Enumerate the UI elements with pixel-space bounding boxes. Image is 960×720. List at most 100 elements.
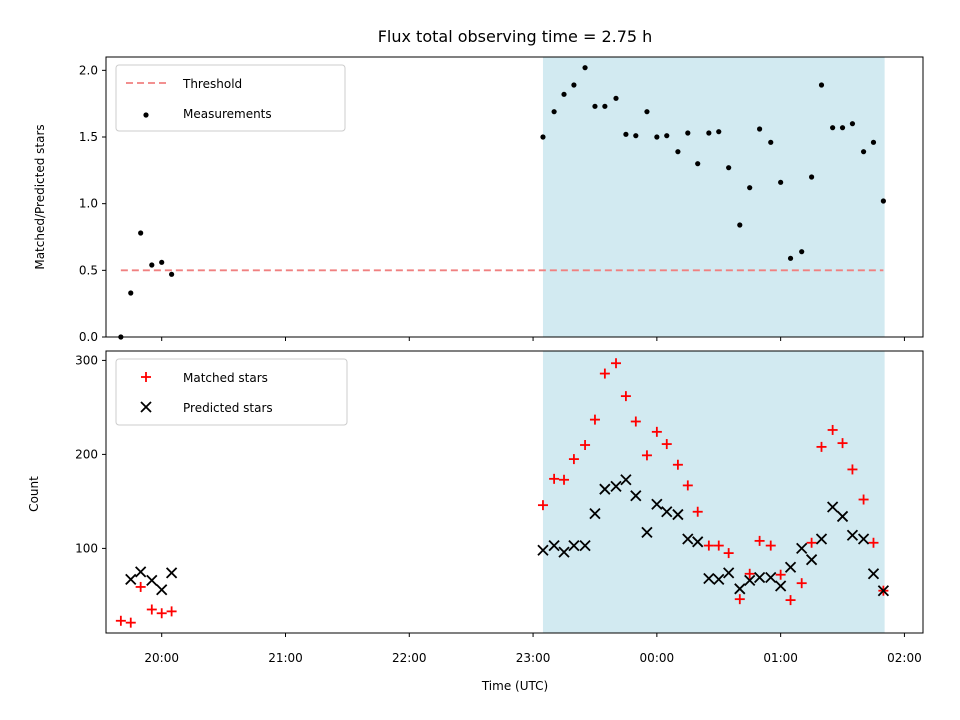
data-point: [623, 131, 629, 137]
data-point: [870, 139, 877, 145]
data-point: [867, 568, 880, 580]
data-point: [559, 474, 570, 485]
y-tick-label: 1.5: [79, 130, 98, 144]
data-point: [775, 580, 787, 592]
legend-label: Matched stars: [183, 371, 268, 385]
legend-box: [115, 358, 348, 426]
data-point: [836, 510, 849, 523]
data-point: [765, 571, 777, 584]
series-1: [118, 65, 886, 340]
data-point: [682, 533, 694, 545]
data-point: [734, 583, 746, 595]
data-point: [747, 185, 753, 191]
data-point: [599, 368, 610, 379]
series-2: [125, 474, 890, 597]
data-point: [877, 585, 890, 597]
data-point: [128, 290, 134, 296]
data-point: [753, 571, 766, 584]
data-point: [787, 255, 794, 261]
data-point: [620, 391, 631, 402]
data-point: [630, 490, 642, 502]
data-point: [830, 125, 836, 131]
data-point: [703, 540, 714, 551]
data-point: [816, 441, 827, 452]
data-point: [651, 426, 662, 437]
bottom-panel: 100 200 300 20:00 21:00 22:00 23:00 00:00 01:00 0…: [75, 350, 924, 665]
data-point: [846, 529, 859, 541]
data-point: [156, 608, 167, 619]
data-point: [785, 595, 796, 606]
y-tick-label: 300: [75, 353, 98, 367]
chart-title: Flux total observing time = 2.75 h: [378, 27, 653, 46]
data-point: [754, 535, 765, 546]
observing-span: [542, 57, 885, 337]
data-point: [713, 540, 724, 551]
data-point: [692, 536, 704, 548]
data-point: [540, 134, 546, 140]
axes-frame: [105, 56, 924, 338]
data-point: [633, 133, 639, 139]
data-point: [537, 544, 549, 556]
y-tick-label: 200: [75, 447, 98, 461]
data-point: [744, 568, 755, 579]
data-point: [672, 459, 683, 470]
data-point: [796, 578, 807, 589]
data-point: [641, 450, 652, 461]
data-point: [149, 262, 155, 268]
data-point: [602, 103, 608, 109]
data-point: [651, 498, 663, 510]
data-point: [796, 542, 808, 555]
legend-marker: [141, 372, 151, 382]
data-point: [778, 179, 784, 185]
data-point: [672, 508, 684, 521]
data-point: [571, 82, 577, 88]
data-point: [146, 574, 158, 586]
data-point: [839, 125, 846, 131]
data-point: [135, 566, 147, 578]
legend-box: [115, 64, 346, 132]
data-point: [537, 500, 548, 511]
y-tick-label: 2.0: [79, 63, 98, 77]
data-point: [868, 537, 879, 548]
data-point: [138, 230, 144, 236]
legend-label: Predicted stars: [183, 401, 273, 415]
data-point: [620, 474, 632, 486]
data-point: [706, 130, 712, 136]
data-point: [159, 259, 165, 265]
data-point: [135, 581, 146, 592]
x-tick-label: 20:00: [144, 651, 179, 665]
data-point: [860, 149, 867, 155]
data-point: [630, 416, 641, 427]
data-point: [558, 546, 570, 558]
data-point: [613, 95, 619, 101]
y-tick-label: 0.5: [79, 263, 98, 277]
y-tick-label: 0.0: [79, 330, 98, 344]
data-point: [827, 424, 838, 435]
data-point: [847, 464, 858, 475]
x-tick-label: 02:00: [887, 651, 922, 665]
y-tick-label: 100: [75, 541, 98, 555]
data-point: [611, 358, 622, 369]
data-point: [737, 222, 743, 228]
data-point: [169, 271, 175, 277]
data-point: [568, 539, 580, 552]
data-point: [599, 483, 611, 495]
data-point: [589, 507, 601, 520]
data-point: [695, 161, 701, 167]
top-y-axis-label: Matched/Predicted stars: [33, 124, 47, 269]
observing-span: [542, 351, 885, 633]
data-point: [549, 473, 560, 484]
x-tick-label: 01:00: [763, 651, 798, 665]
data-point: [765, 540, 776, 551]
legend-marker: [143, 112, 149, 118]
x-tick-label: 00:00: [640, 651, 675, 665]
data-point: [548, 539, 560, 552]
data-point: [641, 526, 653, 539]
data-point: [775, 569, 786, 580]
data-point: [837, 438, 848, 449]
legend-label: Threshold: [182, 77, 242, 91]
data-point: [880, 198, 886, 204]
data-point: [165, 567, 178, 579]
legend-label: Measurements: [183, 107, 272, 121]
data-point: [744, 574, 756, 586]
